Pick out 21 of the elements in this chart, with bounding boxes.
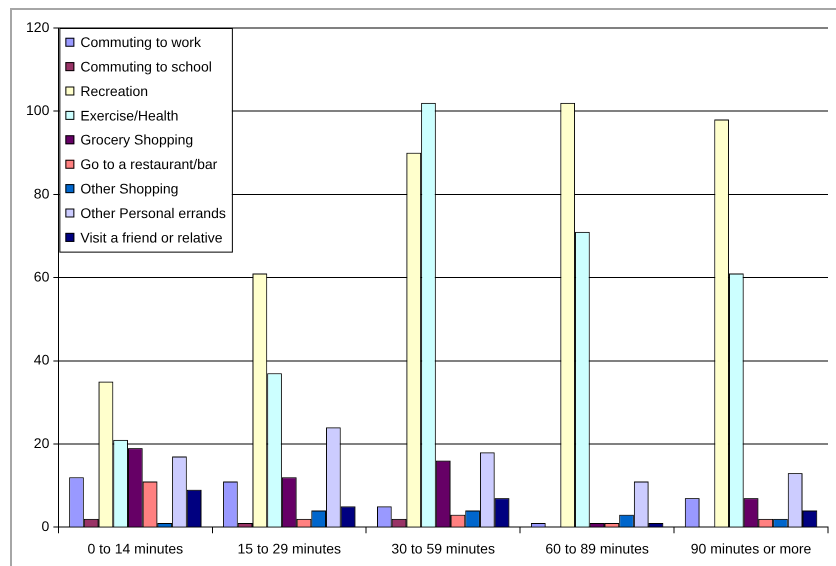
- y-tick-label: 120: [26, 18, 50, 35]
- x-tick-label: 15 to 29 minutes: [237, 540, 342, 556]
- legend-label: Exercise/Health: [80, 107, 178, 124]
- legend-label: Commuting to school: [80, 58, 212, 74]
- legend-label: Go to a restaurant/bar: [80, 156, 218, 172]
- y-tick-label: 0: [42, 518, 50, 534]
- x-tick-label: 0 to 14 minutes: [87, 540, 184, 556]
- legend-label: Recreation: [80, 82, 148, 99]
- y-tick-label: 60: [34, 268, 50, 284]
- y-tick-label: 40: [34, 352, 50, 368]
- x-tick-label: 30 to 59 minutes: [391, 540, 495, 556]
- legend-label: Commuting to work: [80, 34, 202, 50]
- y-tick-label: 80: [34, 185, 50, 202]
- x-tick-label: 60 to 89 minutes: [545, 540, 649, 556]
- y-tick-label: 20: [34, 434, 50, 451]
- legend-label: Visit a friend or relative: [80, 229, 223, 246]
- legend-label: Other Personal errands: [80, 204, 226, 221]
- y-tick-label: 100: [26, 102, 50, 118]
- legend-label: Grocery Shopping: [80, 132, 194, 148]
- legend-label: Other Shopping: [80, 180, 178, 196]
- x-tick-label: 90 minutes or more: [690, 540, 812, 556]
